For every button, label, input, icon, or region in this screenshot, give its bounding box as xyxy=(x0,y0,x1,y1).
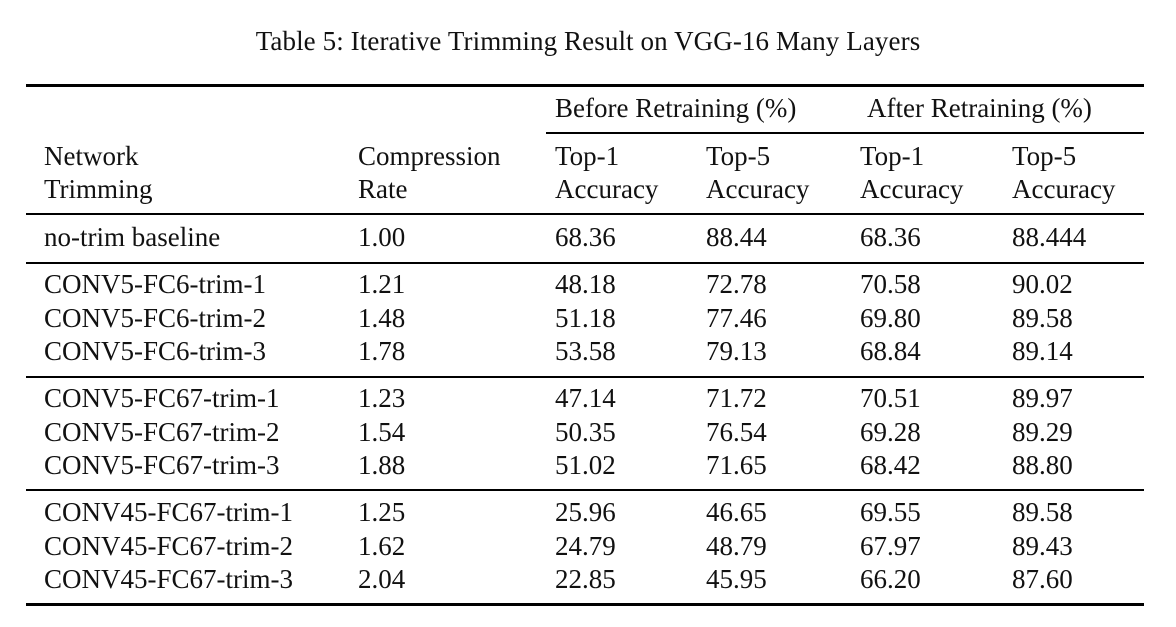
cell-after-top5: 88.80 xyxy=(1012,450,1073,480)
cell-after-top1: 69.28 xyxy=(860,417,921,447)
cell-before-top5: 88.44 xyxy=(706,222,767,252)
cell-before-top1: 48.18 xyxy=(555,269,616,299)
cell-after-top5: 89.29 xyxy=(1012,417,1073,447)
cell-compression-rate: 1.48 xyxy=(358,303,406,333)
cell-network-trimming: no-trim baseline xyxy=(44,222,221,252)
cell-network-trimming: CONV5-FC67-trim-3 xyxy=(44,450,280,480)
cell-before-top5: 76.54 xyxy=(706,417,767,447)
table-caption: Table 5: Iterative Trimming Result on VG… xyxy=(255,26,921,56)
cell-compression-rate: 1.78 xyxy=(358,336,406,366)
table-bottom-rule xyxy=(26,603,1144,606)
cell-after-top1: 67.97 xyxy=(860,531,921,561)
cell-after-top1: 66.20 xyxy=(860,564,921,594)
cell-compression-rate: 1.54 xyxy=(358,417,406,447)
cell-network-trimming: CONV5-FC67-trim-1 xyxy=(44,383,280,413)
col-header-before-top1-line1: Top-1 xyxy=(555,141,620,171)
cell-compression-rate: 1.23 xyxy=(358,383,406,413)
cell-before-top1: 51.18 xyxy=(555,303,616,333)
cell-after-top1: 68.84 xyxy=(860,336,921,366)
col-header-before-top5-line2: Accuracy xyxy=(706,174,810,204)
cell-after-top5: 89.14 xyxy=(1012,336,1073,366)
group-separator-rule xyxy=(26,489,1144,491)
group-separator-rule xyxy=(26,376,1144,378)
col-header-after-top5-line1: Top-5 xyxy=(1012,141,1077,171)
cell-before-top1: 51.02 xyxy=(555,450,616,480)
cell-network-trimming: CONV5-FC6-trim-1 xyxy=(44,269,266,299)
cell-after-top5: 87.60 xyxy=(1012,564,1073,594)
cell-after-top5: 89.58 xyxy=(1012,497,1073,527)
cell-compression-rate: 1.25 xyxy=(358,497,406,527)
cell-before-top1: 24.79 xyxy=(555,531,616,561)
col-header-before-top1-line2: Accuracy xyxy=(555,174,659,204)
col-header-before-top5-line1: Top-5 xyxy=(706,141,771,171)
cell-before-top1: 53.58 xyxy=(555,336,616,366)
col-header-rate-line1: Compression xyxy=(358,141,501,171)
table-top-rule xyxy=(26,84,1144,87)
cell-after-top5: 89.58 xyxy=(1012,303,1073,333)
cell-before-top5: 77.46 xyxy=(706,303,767,333)
cell-before-top5: 71.72 xyxy=(706,383,767,413)
cell-before-top5: 79.13 xyxy=(706,336,767,366)
cell-before-top5: 71.65 xyxy=(706,450,767,480)
cell-after-top1: 68.36 xyxy=(860,222,921,252)
col-header-network-line2: Trimming xyxy=(44,174,153,204)
cell-compression-rate: 1.21 xyxy=(358,269,406,299)
cell-after-top1: 68.42 xyxy=(860,450,921,480)
cell-network-trimming: CONV45-FC67-trim-1 xyxy=(44,497,293,527)
col-header-after-top5: Top-5 Accuracy xyxy=(1012,140,1115,206)
col-header-network-line1: Network xyxy=(44,141,139,171)
col-header-compression-rate: Compression Rate xyxy=(358,140,501,206)
cell-before-top1: 50.35 xyxy=(555,417,616,447)
group-header-before-retraining: Before Retraining (%) xyxy=(555,93,797,123)
cell-network-trimming: CONV45-FC67-trim-3 xyxy=(44,564,293,594)
col-header-after-top1: Top-1 Accuracy xyxy=(860,140,963,206)
cell-after-top1: 69.55 xyxy=(860,497,921,527)
col-header-after-top1-line1: Top-1 xyxy=(860,141,925,171)
cell-after-top5: 89.43 xyxy=(1012,531,1073,561)
cell-compression-rate: 1.62 xyxy=(358,531,406,561)
cell-before-top1: 22.85 xyxy=(555,564,616,594)
cell-before-top1: 25.96 xyxy=(555,497,616,527)
cell-before-top5: 45.95 xyxy=(706,564,767,594)
col-header-before-top1: Top-1 Accuracy xyxy=(555,140,658,206)
col-header-after-top5-line2: Accuracy xyxy=(1012,174,1116,204)
cell-network-trimming: CONV5-FC6-trim-3 xyxy=(44,336,266,366)
cell-after-top1: 70.51 xyxy=(860,383,921,413)
cell-before-top1: 47.14 xyxy=(555,383,616,413)
cell-after-top1: 70.58 xyxy=(860,269,921,299)
cell-compression-rate: 2.04 xyxy=(358,564,406,594)
cell-before-top5: 72.78 xyxy=(706,269,767,299)
col-header-after-top1-line2: Accuracy xyxy=(860,174,964,204)
cell-before-top1: 68.36 xyxy=(555,222,616,252)
cell-before-top5: 46.65 xyxy=(706,497,767,527)
header-bottom-rule xyxy=(26,213,1144,215)
cell-after-top5: 89.97 xyxy=(1012,383,1073,413)
cell-compression-rate: 1.88 xyxy=(358,450,406,480)
col-header-network-trimming: Network Trimming xyxy=(44,140,153,206)
cell-network-trimming: CONV5-FC6-trim-2 xyxy=(44,303,266,333)
group-header-underline xyxy=(546,132,1144,134)
col-header-rate-line2: Rate xyxy=(358,174,408,204)
group-separator-rule xyxy=(26,262,1144,264)
col-header-before-top5: Top-5 Accuracy xyxy=(706,140,809,206)
group-header-after-retraining: After Retraining (%) xyxy=(867,93,1092,123)
cell-after-top5: 90.02 xyxy=(1012,269,1073,299)
cell-network-trimming: CONV45-FC67-trim-2 xyxy=(44,531,293,561)
cell-compression-rate: 1.00 xyxy=(358,222,406,252)
cell-before-top5: 48.79 xyxy=(706,531,767,561)
cell-network-trimming: CONV5-FC67-trim-2 xyxy=(44,417,280,447)
cell-after-top5: 88.444 xyxy=(1012,222,1087,252)
cell-after-top1: 69.80 xyxy=(860,303,921,333)
